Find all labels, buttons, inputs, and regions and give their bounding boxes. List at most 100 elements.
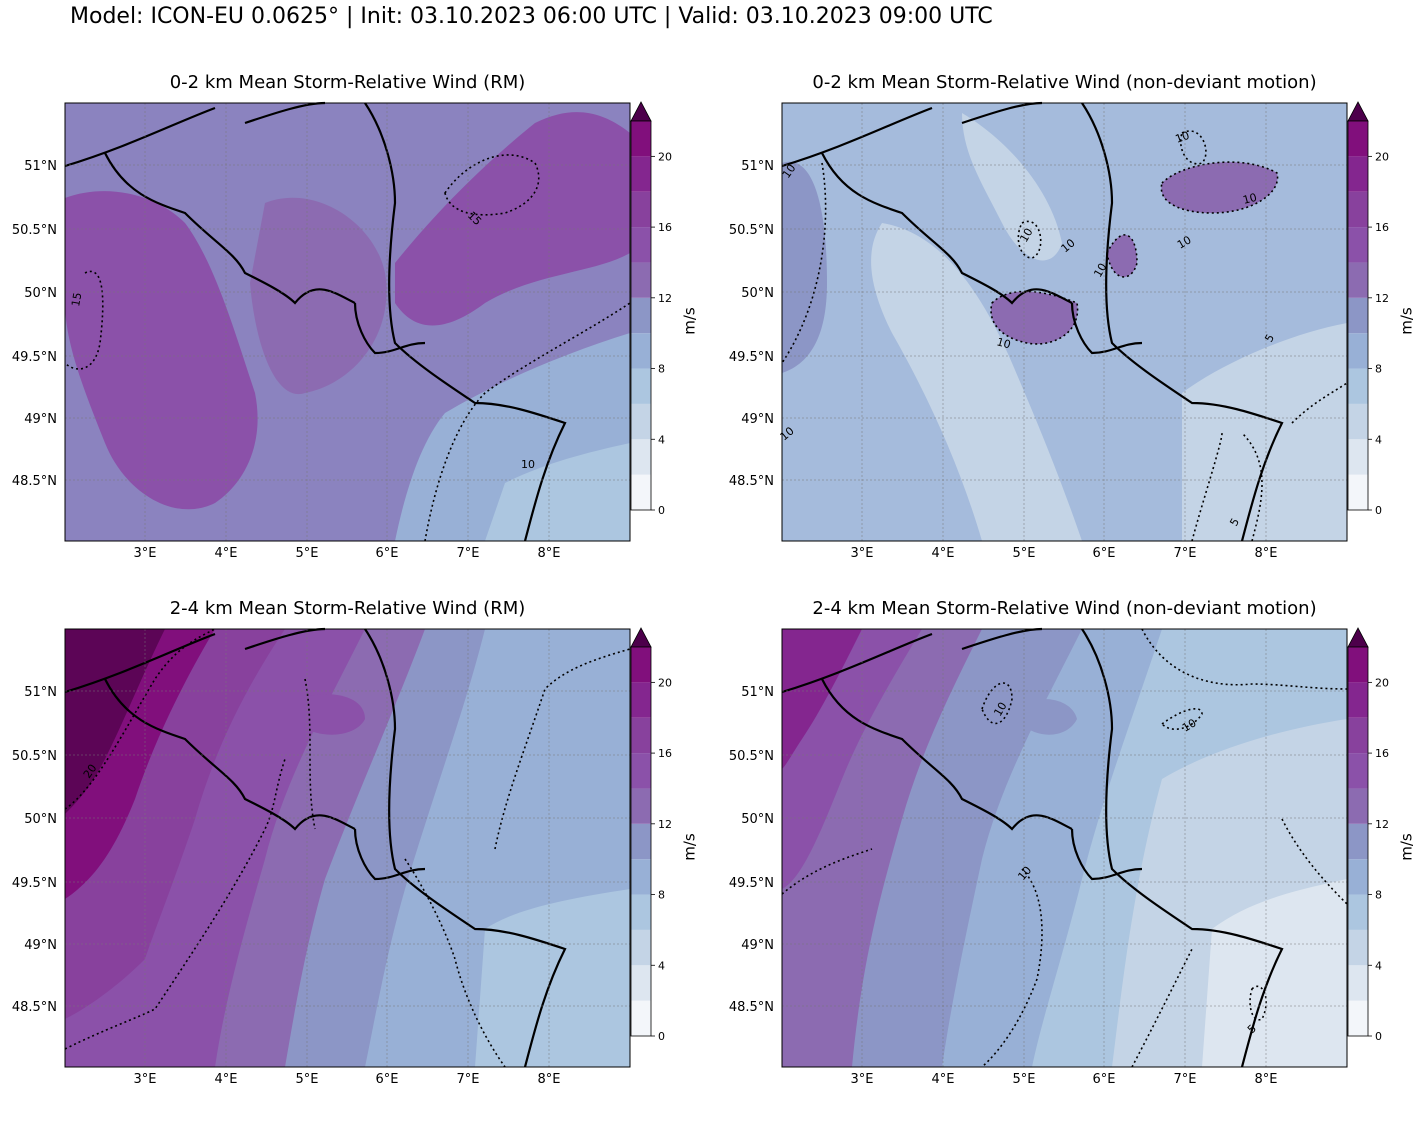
axes-frame xyxy=(781,628,1348,1068)
colorbar-swatch xyxy=(631,894,651,930)
colorbar-frame xyxy=(630,646,652,1037)
lat-tick-label: 48.5°N xyxy=(12,474,57,489)
contour-label: 15 xyxy=(69,291,84,307)
lon-tick-label: 7°E xyxy=(457,1072,480,1087)
contour-line xyxy=(64,628,216,810)
colorbar-swatch xyxy=(631,682,651,718)
colorbar-swatch xyxy=(631,439,651,475)
lat-tick-label: 51°N xyxy=(741,685,774,700)
colorbar-swatch xyxy=(1348,297,1368,334)
wind-field-patch xyxy=(782,629,862,769)
colorbar-swatch xyxy=(1348,121,1368,157)
lon-ticks: 3°E 4°E 5°E 6°E 7°E 8°E xyxy=(851,546,1278,561)
country-border xyxy=(64,627,567,1068)
colorbar: 0 4 8 12 16 20 xyxy=(1347,627,1389,1043)
axes-frame xyxy=(64,628,631,1068)
colorbar-swatch xyxy=(631,297,651,334)
wind-field-patch xyxy=(395,112,630,326)
lat-tick-label: 50°N xyxy=(741,286,774,301)
wind-field-patch xyxy=(1202,879,1347,1067)
figure-title: Model: ICON-EU 0.0625° | Init: 03.10.202… xyxy=(70,4,993,29)
lon-tick-label: 5°E xyxy=(1013,546,1036,561)
axes-frame xyxy=(781,102,1348,542)
lon-tick-label: 3°E xyxy=(851,1072,874,1087)
axes-frame xyxy=(64,102,631,542)
colorbar-frame xyxy=(1347,646,1369,1037)
map-area: 15 15 10 xyxy=(64,101,631,542)
lon-tick-label: 4°E xyxy=(932,1072,955,1087)
lat-ticks: 51°N 50.5°N 50°N 49.5°N 49°N 48.5°N xyxy=(729,159,774,489)
colorbar: 0 4 8 12 16 20 xyxy=(630,627,672,1043)
colorbar-tick-label: 16 xyxy=(658,747,672,760)
contour-label: 10 xyxy=(995,335,1012,351)
wind-field-patch xyxy=(1182,323,1347,541)
panel-title: 0-2 km Mean Storm-Relative Wind (non-dev… xyxy=(812,72,1317,93)
map-panel-2-4km-nondeviant: 2-4 km Mean Storm-Relative Wind (non-dev… xyxy=(717,598,1424,1123)
lon-tick-label: 8°E xyxy=(1255,1072,1278,1087)
colorbar-tick-label: 4 xyxy=(1375,959,1382,972)
wind-field-patch xyxy=(871,223,1082,541)
colorbar-swatch xyxy=(631,753,651,789)
wind-field-patch xyxy=(65,191,258,510)
lat-tick-label: 50°N xyxy=(24,812,57,827)
lon-tick-label: 3°E xyxy=(134,546,157,561)
lat-tick-label: 51°N xyxy=(741,159,774,174)
lat-tick-label: 51°N xyxy=(24,685,57,700)
colorbar-tick-label: 4 xyxy=(658,433,665,446)
colorbar-frame xyxy=(1347,120,1369,511)
lon-tick-label: 7°E xyxy=(457,546,480,561)
contour-label: 10 xyxy=(1241,191,1258,207)
lon-ticks: 3°E 4°E 5°E 6°E 7°E 8°E xyxy=(134,546,561,561)
lon-tick-label: 6°E xyxy=(1093,546,1116,561)
colorbar-tick-label: 0 xyxy=(658,504,665,517)
contour-label: 10 xyxy=(991,700,1009,719)
contour-line xyxy=(404,648,631,1068)
contour-line xyxy=(781,162,827,364)
colorbar-swatch xyxy=(631,965,651,1001)
colorbar-swatch xyxy=(631,262,651,298)
lon-tick-label: 5°E xyxy=(296,1072,319,1087)
colorbar-extend-arrow xyxy=(630,627,652,648)
lon-ticks: 3°E 4°E 5°E 6°E 7°E 8°E xyxy=(851,1072,1278,1087)
lon-tick-label: 6°E xyxy=(376,1072,399,1087)
colorbar-swatch xyxy=(631,121,651,157)
colorbar-swatch xyxy=(1348,788,1368,824)
panel-title: 2-4 km Mean Storm-Relative Wind (non-dev… xyxy=(812,598,1317,619)
lat-ticks: 51°N 50.5°N 50°N 49.5°N 49°N 48.5°N xyxy=(729,685,774,1015)
lat-tick-label: 49.5°N xyxy=(729,876,774,891)
wind-field-patch xyxy=(991,291,1078,344)
colorbar-units: m/s xyxy=(1397,307,1416,335)
colorbar-swatch xyxy=(631,156,651,192)
lon-tick-label: 7°E xyxy=(1174,1072,1197,1087)
colorbar-swatch xyxy=(1348,227,1368,263)
colorbar-swatch xyxy=(631,1000,651,1036)
wind-field-patch xyxy=(485,443,630,541)
contour-label: 10 xyxy=(1017,226,1035,245)
colorbar-swatch xyxy=(1348,1000,1368,1036)
contour-label: 10 xyxy=(1174,129,1192,146)
wind-field-patch xyxy=(1022,699,1077,735)
colorbar-tick-label: 12 xyxy=(1375,818,1389,831)
lat-tick-label: 48.5°N xyxy=(729,474,774,489)
colorbar-tick-label: 20 xyxy=(658,150,672,163)
colorbar-tick-label: 12 xyxy=(658,292,672,305)
colorbar-swatch xyxy=(1348,439,1368,475)
lat-tick-label: 51°N xyxy=(24,159,57,174)
colorbar-units: m/s xyxy=(680,833,699,861)
colorbar-tick-label: 8 xyxy=(1375,889,1382,902)
lon-tick-label: 3°E xyxy=(134,1072,157,1087)
lat-tick-label: 50°N xyxy=(741,812,774,827)
contour-line xyxy=(1191,382,1348,542)
contour-label: 10 xyxy=(521,458,535,471)
colorbar-tick-label: 20 xyxy=(658,676,672,689)
lat-tick-label: 49°N xyxy=(741,412,774,427)
map-figure: 20 3°E 4°E 5°E 6°E 7°E 8°E 51°N 50.5°N 5… xyxy=(12,627,672,1087)
contour-line xyxy=(1131,628,1348,1068)
colorbar-tick-label: 0 xyxy=(1375,504,1382,517)
lat-tick-label: 48.5°N xyxy=(729,1000,774,1015)
colorbar-swatch xyxy=(1348,156,1368,192)
lat-tick-label: 50°N xyxy=(24,286,57,301)
colorbar-tick-label: 20 xyxy=(1375,150,1389,163)
lat-tick-label: 49.5°N xyxy=(12,876,57,891)
colorbar-swatch xyxy=(631,368,651,404)
